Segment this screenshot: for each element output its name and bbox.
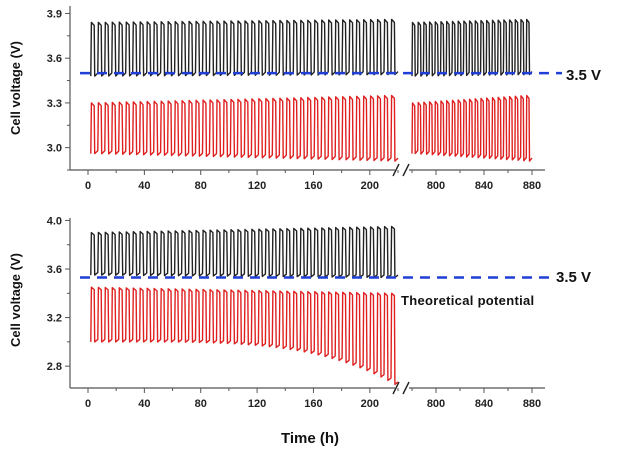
x-tick-label: 800 (427, 180, 445, 192)
y-tick-label: 3.9 (47, 8, 62, 20)
bottom-annotation: Theoretical potential (401, 293, 534, 308)
top-axes (69, 6, 545, 177)
x-tick-label: 160 (304, 180, 322, 192)
x-tick-label: 840 (475, 180, 493, 192)
x-tick-label: 40 (138, 180, 150, 192)
x-tick-label: 800 (427, 398, 445, 410)
y-tick-label: 2.8 (47, 361, 62, 373)
top-reference-label: 3.5 V (566, 67, 601, 84)
bottom-yticks: 2.8 3.2 3.6 4.0 (47, 215, 70, 373)
discharge-series-line (90, 94, 399, 162)
bottom-series (90, 225, 399, 386)
y-tick-label: 3.3 (47, 98, 62, 110)
axis-break-mark (402, 381, 410, 395)
y-tick-label: 3.2 (47, 313, 62, 325)
discharge-series-line (90, 286, 399, 386)
axis-break-mark (402, 163, 410, 177)
top-xticks: 0 40 80 120 160 200 800 840 880 (85, 170, 541, 192)
top-yticks: 3.0 3.3 3.6 3.9 (47, 8, 70, 171)
charge-series-line (90, 225, 399, 279)
x-tick-label: 200 (361, 398, 379, 410)
y-tick-label: 4.0 (47, 215, 62, 227)
x-tick-label: 80 (195, 398, 207, 410)
axis-break-mark (392, 163, 400, 177)
bottom-xlabel: Time (h) (281, 430, 339, 447)
top-series (90, 18, 533, 162)
x-tick-label: 200 (361, 180, 379, 192)
x-tick-label: 80 (195, 180, 207, 192)
bottom-xticks: 0 40 80 120 160 200 800 840 880 (85, 388, 541, 410)
bottom-reference-label: 3.5 V (556, 269, 591, 286)
x-tick-label: 880 (523, 398, 541, 410)
top-ylabel: Cell voltage (V) (8, 41, 23, 135)
x-tick-label: 120 (248, 398, 266, 410)
bottom-axes (69, 218, 545, 395)
x-tick-label: 0 (85, 398, 91, 410)
y-tick-label: 3.0 (47, 143, 62, 155)
charge-series-line (411, 18, 533, 77)
x-tick-label: 120 (248, 180, 266, 192)
bottom-ylabel: Cell voltage (V) (8, 253, 23, 347)
x-tick-label: 0 (85, 180, 91, 192)
panel-bottom: Cell voltage (V) 2.8 3.2 3.6 4.0 0 40 80 120 16… (8, 215, 591, 447)
panel-top: Cell voltage (V) 3.0 3.3 3.6 3.9 0 40 80 120 16… (8, 6, 601, 192)
charge-series-line (90, 18, 399, 77)
y-tick-label: 3.6 (47, 53, 62, 65)
x-tick-label: 160 (304, 398, 322, 410)
x-tick-label: 880 (523, 180, 541, 192)
y-tick-label: 3.6 (47, 264, 62, 276)
axis-break-mark (392, 381, 400, 395)
x-tick-label: 840 (475, 398, 493, 410)
discharge-series-line (411, 94, 533, 162)
x-tick-label: 40 (138, 398, 150, 410)
